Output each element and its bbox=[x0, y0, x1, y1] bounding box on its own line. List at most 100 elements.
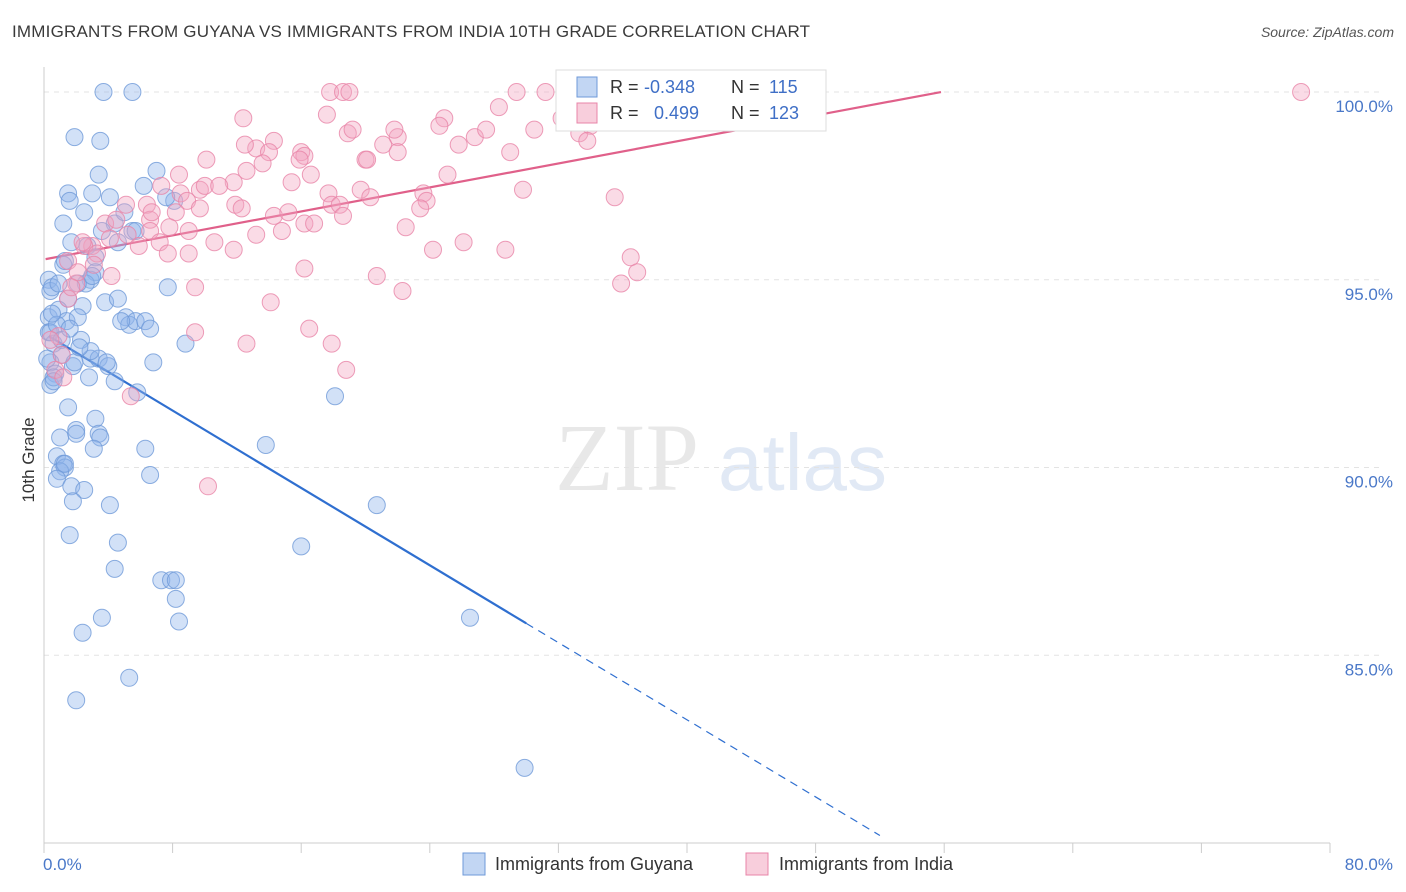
data-point bbox=[83, 184, 102, 203]
data-point bbox=[100, 496, 119, 515]
data-point bbox=[118, 225, 137, 244]
legend-label-india: Immigrants from India bbox=[779, 854, 954, 874]
data-point bbox=[65, 128, 84, 147]
data-point bbox=[338, 124, 357, 143]
data-point bbox=[147, 161, 166, 180]
data-point bbox=[97, 353, 116, 372]
data-point bbox=[75, 481, 94, 499]
data-point bbox=[152, 571, 171, 590]
data-point bbox=[264, 206, 283, 225]
stats-legend-box bbox=[555, 69, 827, 132]
data-point bbox=[424, 240, 442, 259]
data-point bbox=[179, 222, 198, 240]
data-point bbox=[141, 319, 160, 338]
data-point bbox=[134, 176, 153, 195]
data-point bbox=[253, 154, 272, 173]
data-point bbox=[351, 180, 370, 199]
data-point bbox=[417, 191, 436, 210]
data-point bbox=[1292, 83, 1311, 101]
data-point bbox=[59, 289, 78, 308]
data-point bbox=[621, 248, 640, 267]
data-point bbox=[52, 345, 71, 364]
data-point bbox=[179, 244, 198, 263]
data-point bbox=[496, 240, 515, 259]
data-point bbox=[264, 131, 283, 150]
data-point bbox=[292, 537, 311, 556]
data-point bbox=[75, 203, 94, 222]
data-point bbox=[170, 165, 188, 184]
y-axis-title: 10th Grade bbox=[19, 417, 38, 502]
data-point bbox=[107, 210, 126, 229]
data-point bbox=[55, 454, 74, 473]
data-point bbox=[358, 150, 377, 169]
data-point bbox=[290, 150, 309, 169]
legend-swatch-india bbox=[745, 852, 769, 876]
data-point bbox=[73, 623, 92, 642]
data-point bbox=[367, 496, 386, 515]
data-point bbox=[129, 237, 148, 255]
data-point bbox=[438, 165, 457, 184]
x-tick-label-min: 0.0% bbox=[43, 855, 82, 874]
data-point bbox=[525, 120, 544, 139]
data-point bbox=[102, 267, 121, 285]
data-point bbox=[186, 278, 205, 297]
data-point bbox=[272, 222, 291, 240]
stats-legend: R = -0.348 N = 115 R = 0.499 N = 123 bbox=[555, 69, 827, 132]
data-point bbox=[393, 282, 412, 300]
data-point bbox=[461, 608, 479, 627]
data-point bbox=[158, 244, 177, 263]
data-point bbox=[411, 199, 430, 218]
data-point bbox=[105, 559, 124, 578]
data-point bbox=[136, 439, 155, 458]
data-point bbox=[121, 387, 140, 406]
data-point bbox=[234, 109, 253, 128]
data-point bbox=[80, 368, 98, 387]
data-point bbox=[108, 289, 127, 308]
data-point bbox=[41, 330, 60, 349]
data-point bbox=[68, 263, 87, 282]
data-point bbox=[70, 338, 89, 357]
data-points bbox=[38, 83, 1311, 777]
watermark: ZIP atlas bbox=[555, 404, 887, 511]
chart-title: IMMIGRANTS FROM GUYANA VS IMMIGRANTS FRO… bbox=[12, 22, 811, 41]
data-point bbox=[162, 571, 180, 590]
data-point bbox=[63, 492, 82, 511]
data-point bbox=[628, 263, 647, 282]
data-point bbox=[186, 323, 205, 342]
data-point bbox=[190, 199, 209, 218]
data-point bbox=[51, 428, 70, 447]
y-tick-label: 85.0% bbox=[1345, 660, 1393, 679]
source-label: Source: ZipAtlas.com bbox=[1260, 24, 1394, 40]
data-point bbox=[166, 589, 185, 608]
data-point bbox=[343, 120, 362, 139]
data-point bbox=[237, 161, 256, 180]
data-point bbox=[210, 176, 229, 195]
data-point bbox=[83, 267, 102, 285]
data-point bbox=[199, 477, 217, 496]
data-point bbox=[514, 180, 532, 199]
data-point bbox=[73, 233, 92, 252]
data-point bbox=[59, 184, 78, 203]
stats-r-value-guyana: -0.348 bbox=[644, 77, 695, 97]
data-point bbox=[195, 176, 214, 195]
data-point bbox=[44, 368, 63, 387]
legend-label-guyana: Immigrants from Guyana bbox=[495, 854, 694, 874]
data-point bbox=[465, 128, 484, 147]
data-point bbox=[260, 143, 278, 162]
data-point bbox=[282, 173, 301, 192]
data-point bbox=[367, 267, 386, 285]
data-point bbox=[171, 184, 190, 203]
data-point bbox=[256, 436, 275, 454]
data-point bbox=[126, 312, 145, 331]
data-point bbox=[261, 293, 280, 312]
data-point bbox=[91, 428, 110, 447]
data-point bbox=[454, 233, 473, 252]
data-point bbox=[166, 571, 185, 590]
stats-n-value-guyana: 115 bbox=[769, 77, 798, 97]
data-point bbox=[86, 409, 105, 428]
data-point bbox=[44, 372, 63, 391]
data-point bbox=[334, 83, 352, 101]
watermark-atlas: atlas bbox=[718, 418, 887, 507]
data-point bbox=[120, 668, 139, 687]
